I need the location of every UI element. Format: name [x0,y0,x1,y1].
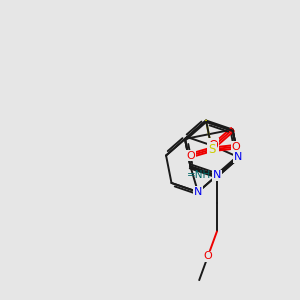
Text: =NH: =NH [187,169,211,179]
Text: S: S [208,143,215,156]
Text: N: N [234,152,242,162]
Text: O: O [203,251,212,261]
Text: O: O [209,139,218,152]
Text: O: O [186,151,195,161]
Text: O: O [231,142,240,152]
Text: N: N [194,187,202,197]
Text: N: N [213,170,221,180]
